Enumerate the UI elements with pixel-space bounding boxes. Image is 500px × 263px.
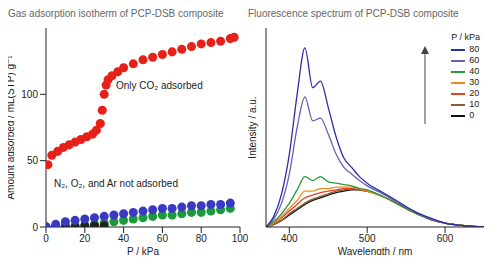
html-text:Gas adsorption isotherm of PCP: Gas adsorption isotherm of PCP-DSB compo… [8, 8, 224, 19]
svg-text:100: 100 [232, 233, 248, 244]
html-text:60: 60 [469, 55, 480, 65]
svg-text:80: 80 [196, 233, 208, 244]
html-text:P / kPa: P / kPa [451, 32, 480, 42]
svg-text:Amount adsorbed / mL(STP) g⁻¹: Amount adsorbed / mL(STP) g⁻¹ [8, 55, 16, 200]
html-text:0: 0 [469, 110, 475, 120]
html-text:Fluorescence spectrum of PCP-D: Fluorescence spectrum of PCP-DSB composi… [248, 8, 459, 19]
html-text:30: 30 [469, 77, 480, 87]
html-text:40: 40 [469, 66, 480, 76]
svg-text:50: 50 [27, 155, 39, 166]
svg-text:60: 60 [157, 233, 169, 244]
svg-text:40: 40 [118, 233, 130, 244]
svg-text:0: 0 [32, 222, 38, 233]
html-text:80: 80 [469, 44, 480, 54]
svg-text:600: 600 [437, 233, 454, 244]
svg-text:Intensity / a.u.: Intensity / a.u. [248, 96, 258, 158]
svg-text:500: 500 [359, 233, 376, 244]
html-text:10: 10 [469, 99, 480, 109]
svg-text:100: 100 [21, 89, 38, 100]
html-text:20: 20 [469, 88, 480, 98]
svg-text:P / kPa: P / kPa [127, 246, 159, 255]
html-text:N₂, O₂, and Ar not adsorbed: N₂, O₂, and Ar not adsorbed [54, 178, 178, 189]
svg-text:0: 0 [43, 233, 49, 244]
svg-text:20: 20 [79, 233, 91, 244]
svg-text:400: 400 [281, 233, 298, 244]
svg-text:Wavelength / nm: Wavelength / nm [338, 246, 413, 255]
html-text:Only CO₂ adsorbed: Only CO₂ adsorbed [116, 80, 203, 91]
